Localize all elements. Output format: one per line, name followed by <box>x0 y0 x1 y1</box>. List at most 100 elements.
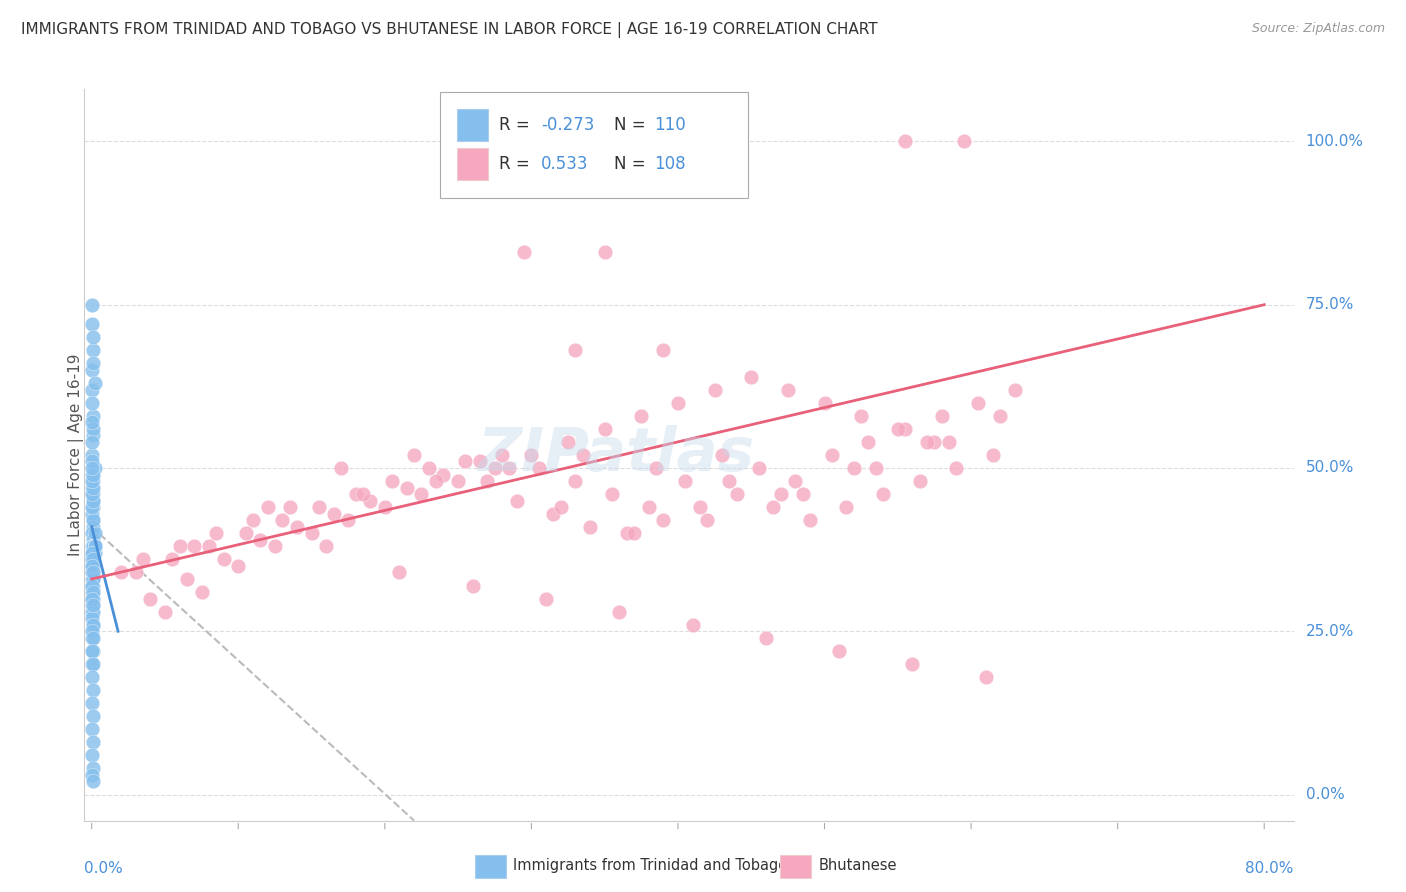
Point <box>82 493 104 508</box>
Point <box>593 245 616 260</box>
Point <box>769 487 792 501</box>
Point <box>630 409 652 423</box>
Point <box>454 454 477 468</box>
Point <box>80 500 103 515</box>
Point <box>183 539 205 553</box>
Point <box>571 448 593 462</box>
Point <box>322 507 344 521</box>
Point <box>80 395 103 409</box>
Point <box>82 657 104 671</box>
Point <box>82 409 104 423</box>
Point <box>80 605 103 619</box>
Point <box>256 500 278 515</box>
Point <box>82 520 104 534</box>
Point <box>359 493 381 508</box>
Text: 0.0%: 0.0% <box>84 861 124 876</box>
Point <box>80 481 103 495</box>
Point <box>776 383 799 397</box>
Point <box>80 526 103 541</box>
Point <box>235 526 257 541</box>
Point <box>82 552 104 566</box>
Point <box>82 761 104 775</box>
Point <box>395 481 418 495</box>
Point <box>82 591 104 606</box>
Point <box>792 487 814 501</box>
Point <box>543 507 565 521</box>
Y-axis label: In Labor Force | Age 16-19: In Labor Force | Age 16-19 <box>67 353 84 557</box>
Point <box>82 617 104 632</box>
Point <box>432 467 454 482</box>
Point <box>689 500 711 515</box>
Point <box>520 448 543 462</box>
Point <box>176 572 198 586</box>
Point <box>82 735 104 749</box>
Text: Bhutanese: Bhutanese <box>818 858 897 872</box>
Point <box>82 572 104 586</box>
Point <box>80 546 103 560</box>
Point <box>80 434 103 449</box>
Point <box>682 617 704 632</box>
Point <box>80 566 103 580</box>
Point <box>80 448 103 462</box>
Text: 75.0%: 75.0% <box>1306 297 1354 312</box>
Point <box>607 605 630 619</box>
Point <box>80 552 103 566</box>
Point <box>901 657 924 671</box>
Text: -0.273: -0.273 <box>541 116 595 134</box>
Point <box>82 605 104 619</box>
Point <box>637 500 659 515</box>
Point <box>80 768 103 782</box>
Text: N =: N = <box>614 155 651 173</box>
Point <box>80 415 103 429</box>
Point <box>80 748 103 763</box>
Point <box>83 546 105 560</box>
Point <box>835 500 858 515</box>
Text: R =: R = <box>499 116 536 134</box>
Point <box>278 500 301 515</box>
Point <box>80 487 103 501</box>
Point <box>169 539 191 553</box>
Text: 25.0%: 25.0% <box>1306 624 1354 639</box>
Point <box>82 493 104 508</box>
Point <box>828 644 851 658</box>
Point <box>80 624 103 639</box>
Point <box>212 552 235 566</box>
Point <box>477 474 499 488</box>
Point <box>80 591 103 606</box>
Point <box>894 422 917 436</box>
Point <box>80 454 103 468</box>
Text: 50.0%: 50.0% <box>1306 460 1354 475</box>
Point <box>404 448 426 462</box>
Point <box>813 395 835 409</box>
Point <box>80 552 103 566</box>
Text: 110: 110 <box>654 116 686 134</box>
Point <box>80 566 103 580</box>
Point <box>308 500 330 515</box>
Point <box>83 539 105 553</box>
Point <box>967 395 990 409</box>
Point <box>579 520 602 534</box>
Point <box>82 566 104 580</box>
Point <box>865 461 887 475</box>
Text: R =: R = <box>499 155 540 173</box>
Point <box>484 461 506 475</box>
Point <box>468 454 491 468</box>
Point <box>381 474 404 488</box>
Point <box>785 474 807 488</box>
Point <box>80 591 103 606</box>
Point <box>80 578 103 592</box>
Point <box>80 644 103 658</box>
Point <box>981 448 1004 462</box>
Point <box>249 533 271 547</box>
Point <box>82 566 104 580</box>
Point <box>80 474 103 488</box>
Point <box>110 566 132 580</box>
Point <box>80 298 103 312</box>
Point <box>374 500 396 515</box>
Point <box>506 493 529 508</box>
Point <box>718 474 741 488</box>
Point <box>945 461 967 475</box>
Point <box>82 683 104 698</box>
Point <box>645 461 668 475</box>
Text: 100.0%: 100.0% <box>1306 134 1364 149</box>
